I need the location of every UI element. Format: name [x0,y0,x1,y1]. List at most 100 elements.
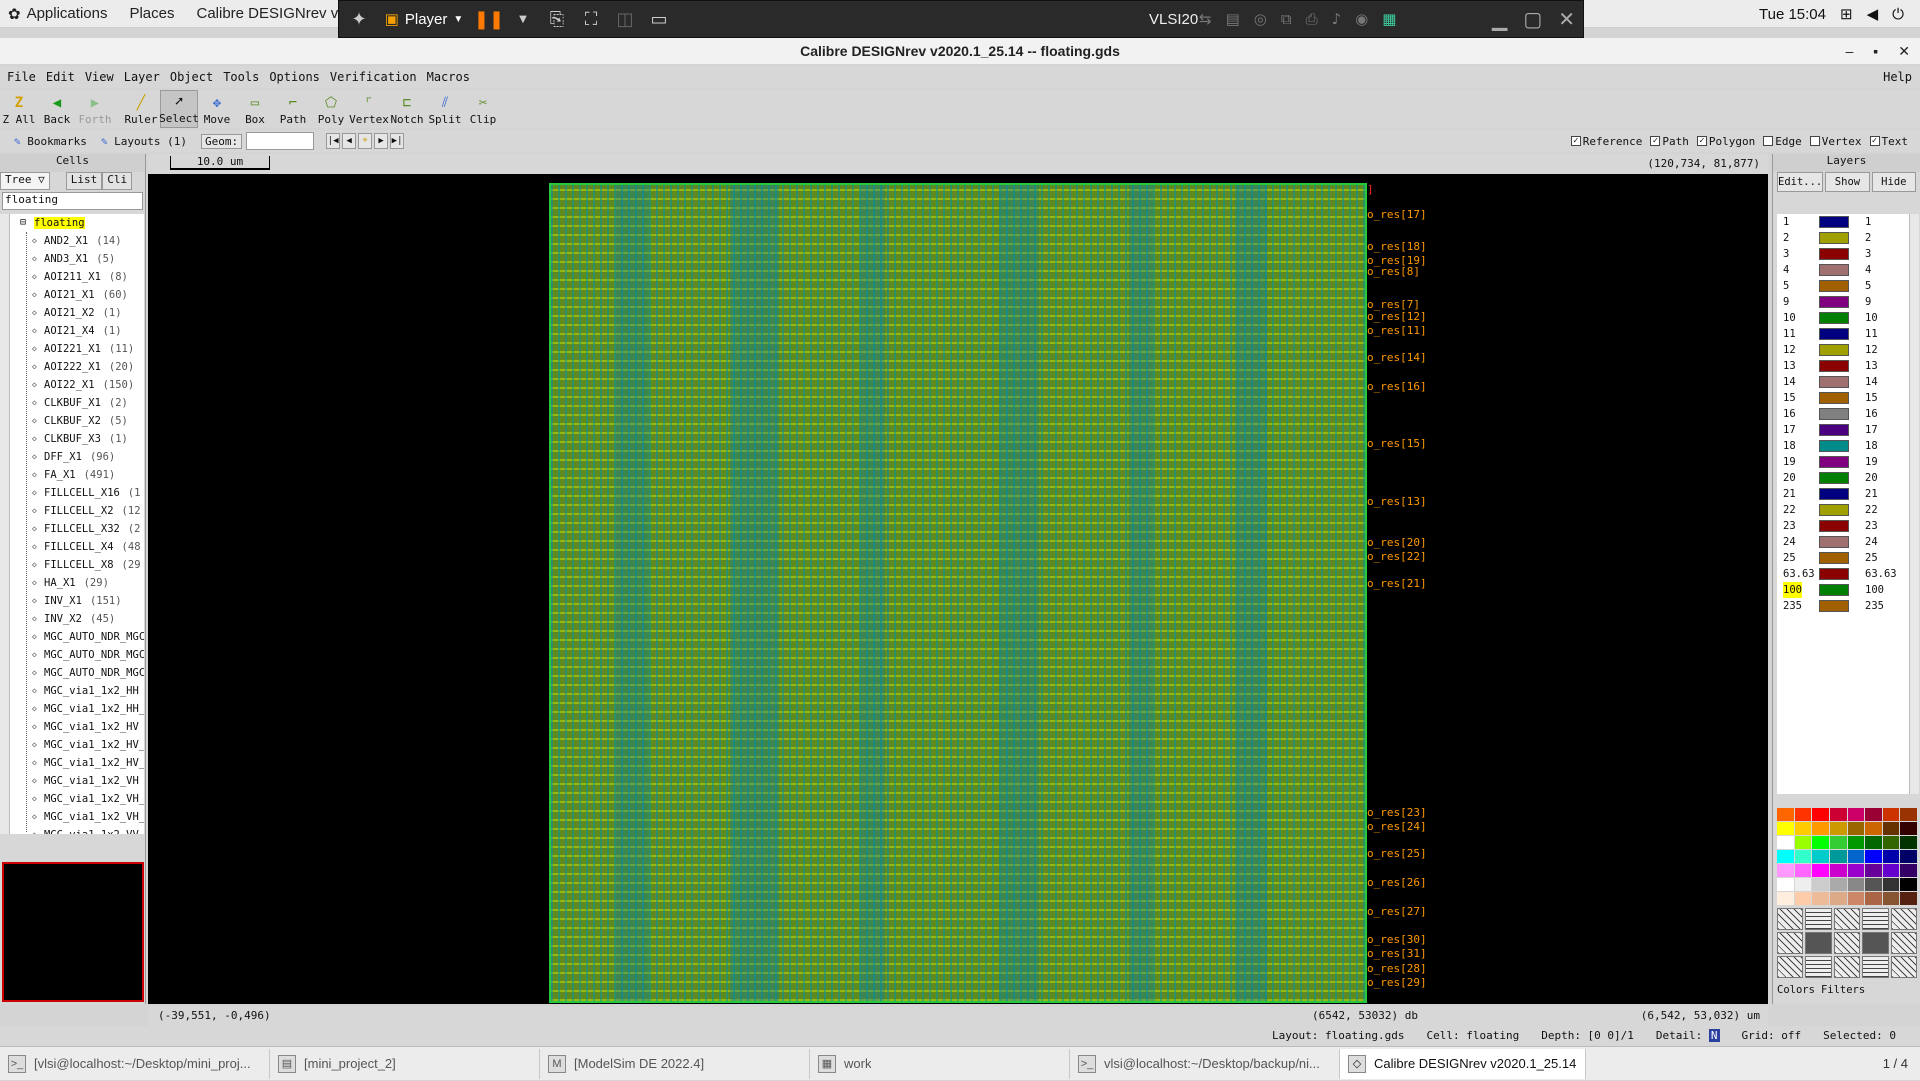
close-icon[interactable]: ✕ [1558,7,1575,31]
usb-icon[interactable]: ⧉ [1281,10,1292,28]
cell-tree-item[interactable]: MGC_AUTO_NDR_MGC [0,628,144,646]
layer-row[interactable]: 10 10 [1777,310,1909,326]
layer-color-swatch[interactable] [1819,360,1849,372]
layer-row[interactable]: 22 22 [1777,502,1909,518]
hide-layers-button[interactable]: Hide [1872,172,1916,192]
palette-color-swatch[interactable] [1883,878,1900,891]
geom-dropdown[interactable]: Geom: [201,134,242,149]
cell-tree-item[interactable]: CLKBUF_X1 (2) [0,394,144,412]
fill-pattern-swatch[interactable] [1891,932,1917,954]
network-icon[interactable]: ⊞ [1840,5,1853,23]
palette-color-swatch[interactable] [1830,836,1847,849]
send-keys-icon[interactable]: ⎘ [543,5,571,33]
places-menu[interactable]: Places [129,5,174,22]
palette-color-swatch[interactable] [1848,850,1865,863]
cd-icon[interactable]: ◎ [1254,10,1267,28]
ruler-button[interactable]: ╱ Ruler [122,90,160,128]
layer-color-swatch[interactable] [1819,392,1849,404]
palette-color-swatch[interactable] [1900,892,1917,905]
box-button[interactable]: ▭ Box [236,90,274,128]
menu-macros[interactable]: Macros [427,70,470,84]
palette-color-swatch[interactable] [1900,836,1917,849]
player-menu[interactable]: ▣ Player ▼ [379,5,469,33]
layer-row[interactable]: 25 25 [1777,550,1909,566]
layer-row[interactable]: 11 11 [1777,326,1909,342]
palette-color-swatch[interactable] [1848,878,1865,891]
layouts-button[interactable]: ✎ Layouts (1) [101,135,187,148]
camera-icon[interactable]: ◉ [1355,10,1368,28]
palette-color-swatch[interactable] [1865,836,1882,849]
layer-row[interactable]: 235 235 [1777,598,1909,614]
palette-color-swatch[interactable] [1883,808,1900,821]
palette-color-swatch[interactable] [1865,892,1882,905]
palette-color-swatch[interactable] [1865,864,1882,877]
window-maximize-icon[interactable]: ▪ [1873,43,1878,60]
fill-pattern-swatch[interactable] [1777,956,1803,978]
vertex-checkbox[interactable]: Vertex [1810,135,1862,148]
layer-color-swatch[interactable] [1819,216,1849,228]
palette-color-swatch[interactable] [1795,808,1812,821]
layer-color-swatch[interactable] [1819,280,1849,292]
menu-tools[interactable]: Tools [223,70,259,84]
cell-tree-item[interactable]: MGC_via1_1x2_HV [0,718,144,736]
cell-tree-item[interactable]: AND2_X1 (14) [0,232,144,250]
cell-tree-item[interactable]: AOI21_X2 (1) [0,304,144,322]
cell-tree-item[interactable]: FILLCELL_X16 (1 [0,484,144,502]
poly-button[interactable]: ⬠ Poly [312,90,350,128]
power-icon[interactable]: ⏻ [1892,6,1904,23]
cell-tree-item[interactable]: MGC_AUTO_NDR_MGC [0,646,144,664]
palette-color-swatch[interactable] [1830,850,1847,863]
cell-tree-item[interactable]: AOI21_X4 (1) [0,322,144,340]
palette-color-swatch[interactable] [1865,822,1882,835]
tab-list[interactable]: List [66,172,103,190]
layer-color-swatch[interactable] [1819,456,1849,468]
layer-color-swatch[interactable] [1819,312,1849,324]
window-close-icon[interactable]: ✕ [1898,43,1910,60]
menu-object[interactable]: Object [170,70,213,84]
first-icon[interactable]: |◀ [326,133,340,149]
cell-tree-item[interactable]: DFF_X1 (96) [0,448,144,466]
taskbar-task[interactable]: >_ [vlsi@localhost:~/Desktop/mini_proj... [0,1049,270,1079]
back-button[interactable]: ◀ Back [38,90,76,128]
text-checkbox[interactable]: ✓ Text [1870,135,1909,148]
menu-options[interactable]: Options [269,70,320,84]
message-icon[interactable]: ▦ [1382,10,1396,28]
palette-color-swatch[interactable] [1812,822,1829,835]
printer-icon[interactable]: ⎙ [1306,10,1318,28]
show-layers-button[interactable]: Show [1825,172,1869,192]
fill-pattern-swatch[interactable] [1862,908,1888,930]
palette-color-swatch[interactable] [1795,878,1812,891]
menu-verification[interactable]: Verification [330,70,417,84]
layer-color-swatch[interactable] [1819,248,1849,260]
layer-color-swatch[interactable] [1819,424,1849,436]
cell-tree-item[interactable]: AND3_X1 (5) [0,250,144,268]
vertex-button[interactable]: ⌜ Vertex [350,90,388,128]
menu-layer[interactable]: Layer [124,70,160,84]
taskbar-task[interactable]: ▤ [mini_project_2] [270,1049,540,1079]
active-app-menu[interactable]: Calibre DESIGNrev v20 [197,5,355,22]
palette-color-swatch[interactable] [1777,836,1794,849]
palette-color-swatch[interactable] [1795,850,1812,863]
cell-tree-item[interactable]: AOI221_X1 (11) [0,340,144,358]
palette-color-swatch[interactable] [1883,850,1900,863]
palette-color-swatch[interactable] [1777,892,1794,905]
cell-tree-item[interactable]: MGC_via1_1x2_VH_ [0,808,144,826]
cell-tree-item[interactable]: MGC_via1_1x2_HV_ [0,736,144,754]
layer-color-swatch[interactable] [1819,600,1849,612]
layer-row[interactable]: 19 19 [1777,454,1909,470]
fill-pattern-swatch[interactable] [1805,932,1831,954]
cell-tree-item[interactable]: AOI222_X1 (20) [0,358,144,376]
minimize-icon[interactable]: ▁ [1492,7,1507,31]
chip-layout[interactable] [549,183,1367,1003]
fill-pattern-swatch[interactable] [1834,932,1860,954]
layer-row[interactable]: 23 23 [1777,518,1909,534]
layer-color-swatch[interactable] [1819,296,1849,308]
taskbar-task[interactable]: ◇ Calibre DESIGNrev v2020.1_25.14 [1340,1049,1586,1079]
fill-pattern-swatch[interactable] [1834,956,1860,978]
cell-tree-item[interactable]: MGC_AUTO_NDR_MGC [0,664,144,682]
layer-row[interactable]: 15 15 [1777,390,1909,406]
cell-tree-root[interactable]: floating [0,214,144,232]
